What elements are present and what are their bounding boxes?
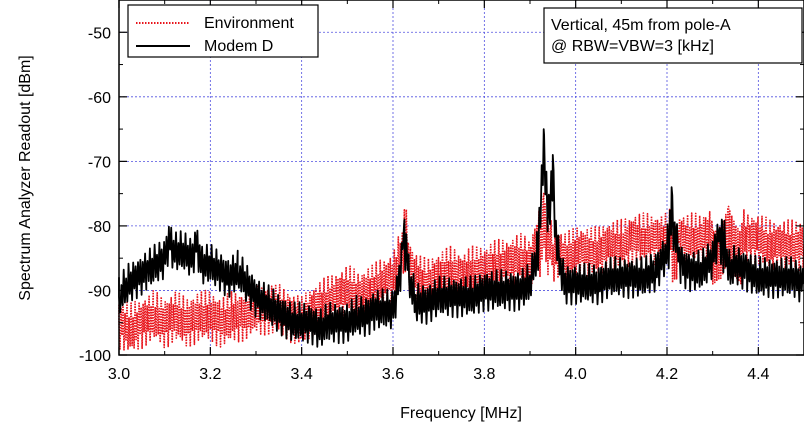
y-tick-label: -80 [88,219,111,236]
series-line-modem-d [118,128,804,348]
x-tick-label: 3.4 [291,366,313,383]
annotation-line-1: Vertical, 45m from pole-A [551,17,731,34]
y-tick-label: -70 [88,154,111,171]
x-tick-label: 4.2 [656,366,678,383]
legend-label-environment: Environment [204,15,294,32]
annotation-box: Vertical, 45m from pole-A @ RBW=VBW=3 [k… [543,7,803,64]
x-tick-label: 4.4 [747,366,769,383]
plot-frame [118,0,804,356]
y-tick-label: -50 [88,25,111,42]
y-tick-label: -60 [88,90,111,107]
x-tick-label: 4.0 [565,366,587,383]
series-lines [118,128,804,351]
series-line-environment [118,192,804,351]
legend: Environment Modem D [127,4,319,58]
x-tick-label: 3.8 [473,366,495,383]
annotation-frame [543,7,803,64]
legend-label-modem-d: Modem D [204,38,273,55]
x-axis-label: Frequency [MHz] [400,405,522,422]
axes: 3.0 3.2 3.4 3.6 3.8 4.0 4.2 4.4 -100 -90 -80 -70 -60… [79,0,804,383]
y-tick-label: -100 [79,348,111,365]
annotation-line-2: @ RBW=VBW=3 [kHz] [551,38,714,55]
y-axis-label: Spectrum Analyzer Readout [dBm] [17,55,34,300]
x-tick-label: 3.6 [382,366,404,383]
x-tick-label: 3.2 [199,366,221,383]
legend-box [127,4,319,58]
x-tick-label: 3.0 [108,366,130,383]
y-tick-label: -90 [88,283,111,300]
